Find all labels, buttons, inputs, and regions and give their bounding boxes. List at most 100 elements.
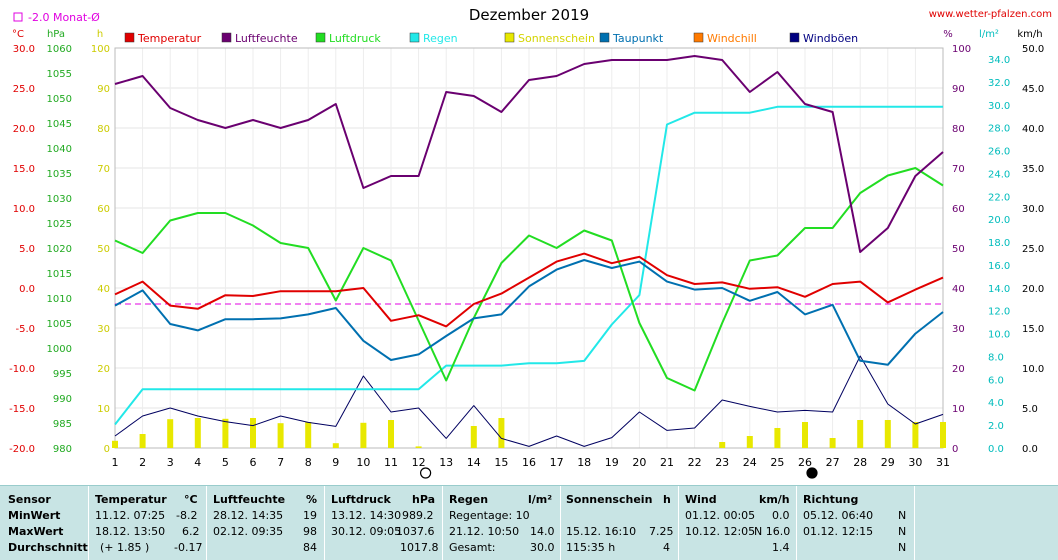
- x-tick: 25: [770, 456, 784, 469]
- sunshine-bar: [332, 443, 339, 448]
- temperature-header: Temperatur: [95, 493, 167, 506]
- sun-max-value: 7.25: [649, 525, 674, 538]
- x-tick: 24: [743, 456, 757, 469]
- sunshine-bar: [415, 446, 422, 448]
- website-label: www.wetter-pfalzen.com: [929, 9, 1052, 20]
- sunshine-bar: [857, 420, 864, 448]
- rain-max-time: 21.12. 10:50: [449, 525, 520, 538]
- sunshine-bar: [719, 442, 726, 448]
- wind-min-value: 0.0: [772, 509, 790, 522]
- pressure-tick: 1005: [47, 319, 72, 330]
- pressure-tick: 1010: [47, 294, 72, 305]
- sunshine-bar: [388, 420, 394, 448]
- temp-tick: 30.0: [13, 44, 35, 55]
- legend-swatch-dewpoint: [599, 32, 610, 43]
- hours-tick: 40: [97, 284, 110, 295]
- pressure-tick: 1000: [47, 344, 72, 355]
- legend-label-pressure: Luftdruck: [329, 32, 381, 45]
- humidity-tick: 100: [952, 44, 971, 55]
- x-tick: 27: [826, 456, 840, 469]
- legend-swatch-temperature: [124, 32, 135, 43]
- dir-avg-value: N: [898, 541, 907, 554]
- x-tick: 26: [798, 456, 812, 469]
- stats-row-avg: Durchschnitt (+ 1.85 ) -0.17 84 1017.8 G…: [0, 541, 1058, 557]
- x-tick: 6: [250, 456, 257, 469]
- hours-tick: 80: [97, 124, 110, 135]
- rain-tick: 8.0: [988, 352, 1004, 363]
- dir-min-time: 05.12. 06:40: [803, 509, 874, 522]
- temp-max-value: 6.2: [182, 525, 200, 538]
- hum-min-value: 19: [303, 509, 317, 522]
- sunshine-bar: [774, 428, 781, 448]
- legend-label-temperature: Temperatur: [137, 32, 202, 45]
- temp-tick: -15.0: [9, 404, 35, 415]
- sunshine-bar: [912, 422, 919, 448]
- x-tick: 19: [605, 456, 619, 469]
- rain-tick: 18.0: [988, 238, 1010, 249]
- hum-min-time: 28.12. 14:35: [213, 509, 284, 522]
- temp-tick: 15.0: [13, 164, 35, 175]
- humidity-tick: 20: [952, 364, 965, 375]
- rain-tick: 32.0: [988, 78, 1010, 89]
- wind-tick: 5.0: [1022, 404, 1038, 415]
- temp-min-value: -8.2: [176, 509, 198, 522]
- legend-label-gust: Windböen: [803, 32, 858, 45]
- hours-tick: 0: [104, 444, 110, 455]
- pressure-tick: 1045: [47, 119, 72, 130]
- pressure-tick: 990: [53, 394, 72, 405]
- legend-swatch-humidity: [221, 32, 232, 43]
- hours-tick: 70: [97, 164, 110, 175]
- axis-unit-label: %: [943, 29, 953, 40]
- rain-tick: 10.0: [988, 330, 1010, 341]
- sunshine-bar: [802, 422, 808, 448]
- rain-tick: 28.0: [988, 124, 1010, 135]
- sun-avg-value: 4: [663, 541, 670, 554]
- axis-unit-label: °C: [12, 29, 24, 40]
- press-avg-value: 1017.8: [400, 541, 439, 554]
- sun-total: 115:35 h: [566, 541, 616, 554]
- x-tick: 3: [167, 456, 174, 469]
- pressure-line: [114, 167, 944, 392]
- row-label: MaxWert: [8, 525, 64, 538]
- rain-tick: 0.0: [988, 444, 1004, 455]
- direction-header: Richtung: [803, 493, 859, 506]
- axis-unit-label: l/m²: [979, 29, 999, 40]
- humidity-unit: %: [306, 493, 318, 506]
- rain-tick: 34.0: [988, 55, 1010, 66]
- pressure-tick: 1015: [47, 269, 72, 280]
- x-tick: 8: [305, 456, 312, 469]
- sunshine-bar: [277, 423, 284, 448]
- hum-max-time: 02.12. 09:35: [213, 525, 284, 538]
- wind-tick: 15.0: [1022, 324, 1044, 335]
- legend-swatch-rain: [409, 32, 420, 43]
- sunshine-bar: [884, 420, 891, 448]
- hours-tick: 50: [97, 244, 110, 255]
- axis-unit-label: hPa: [47, 29, 65, 40]
- humidity-tick: 60: [952, 204, 965, 215]
- sunshine-bar: [139, 434, 146, 448]
- axis-unit-label: h: [97, 29, 103, 40]
- rain-tick: 2.0: [988, 421, 1004, 432]
- x-tick: 22: [688, 456, 702, 469]
- hours-tick: 100: [91, 44, 110, 55]
- temp-avg-value: -0.17: [174, 541, 203, 554]
- legend-label-humidity: Luftfeuchte: [235, 32, 298, 45]
- pressure-tick: 995: [53, 369, 72, 380]
- pressure-tick: 1055: [47, 69, 72, 80]
- x-tick: 31: [936, 456, 950, 469]
- rain-header: Regen: [449, 493, 489, 506]
- legend-label-sunshine: Sonnenschein: [518, 32, 595, 45]
- x-tick: 2: [139, 456, 146, 469]
- mean-marker-label: -2.0 Monat-Ø: [28, 11, 100, 24]
- x-tick: 14: [467, 456, 481, 469]
- new-moon-icon: [806, 467, 818, 479]
- wind-tick: 50.0: [1022, 44, 1044, 55]
- wind-line: [114, 355, 944, 447]
- wind-max-time: 10.12. 12:05: [685, 525, 756, 538]
- temp-tick: -10.0: [9, 364, 35, 375]
- chart-title: Dezember 2019: [469, 6, 589, 24]
- weather-chart: Dezember 2019 www.wetter-pfalzen.com -2.0 …: [9, 6, 1052, 479]
- wind-tick: 40.0: [1022, 124, 1044, 135]
- plot-frame: [114, 47, 944, 449]
- x-tick: 29: [881, 456, 895, 469]
